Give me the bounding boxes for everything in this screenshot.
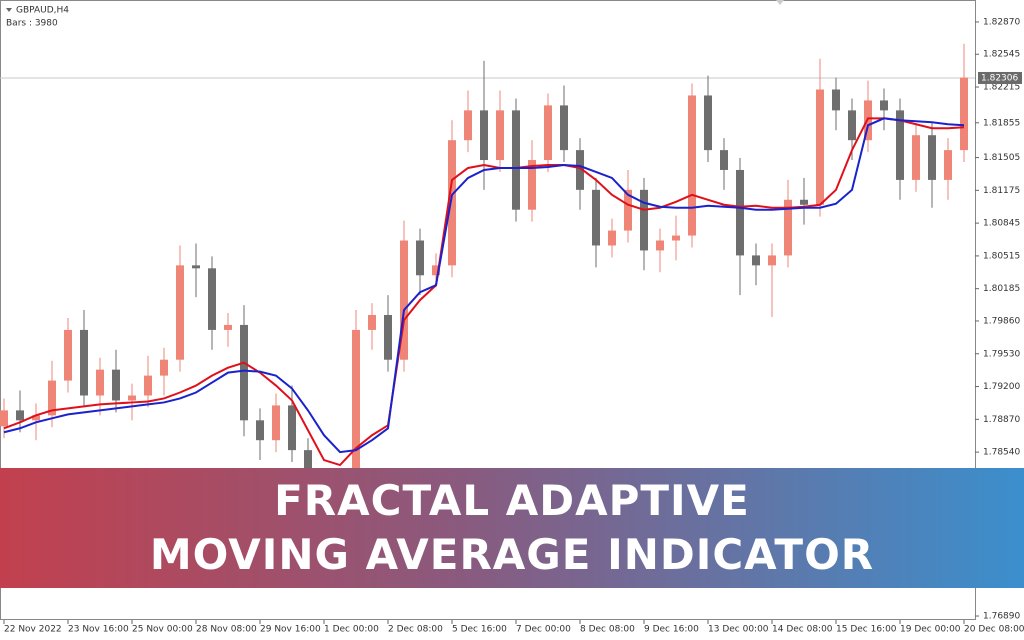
candle-body [592, 189, 600, 246]
candle-body [832, 89, 840, 111]
candle-body [272, 405, 280, 441]
candle-body [928, 135, 936, 180]
x-tick-label: 7 Dec 00:00 [516, 625, 571, 635]
title-banner: FRACTAL ADAPTIVE MOVING AVERAGE INDICATO… [0, 468, 1024, 588]
candle-body [352, 329, 360, 520]
candle-body [720, 150, 728, 170]
candle-body [704, 95, 712, 151]
candle-body [256, 420, 264, 441]
candle-body [528, 160, 536, 210]
y-tick-label: 1.79860 [983, 316, 1020, 326]
candle-body [112, 369, 120, 401]
symbol-label: GBPAUD,H4 [16, 6, 69, 16]
x-tick-label: 20 Dec 08:00 [964, 625, 1024, 635]
candle-body [384, 315, 392, 360]
y-tick-label: 1.76890 [983, 612, 1020, 622]
candle-body [912, 135, 920, 180]
candle-body [896, 110, 904, 180]
candle-body [880, 100, 888, 111]
candle-body [752, 255, 760, 266]
candle-body [208, 268, 216, 330]
candle-body [48, 380, 56, 416]
x-tick-label: 22 Nov 2022 [4, 625, 62, 635]
candle-body [160, 359, 168, 376]
x-tick-label: 8 Dec 08:00 [580, 625, 635, 635]
shift-marker [776, 0, 784, 5]
x-tick-label: 2 Dec 08:00 [388, 625, 443, 635]
candle-body [448, 140, 456, 266]
candle-body [608, 230, 616, 246]
x-tick-label: 1 Dec 00:00 [324, 625, 379, 635]
candle-body [656, 240, 664, 251]
moving-average-line [3, 117, 965, 454]
x-tick-label: 19 Dec 00:00 [900, 625, 961, 635]
candle-body [544, 105, 552, 161]
y-tick-label: 1.81505 [983, 153, 1020, 163]
candle-body [688, 95, 696, 236]
candle-body [672, 235, 680, 241]
x-tick-label: 29 Nov 16:00 [260, 625, 321, 635]
candle-body [560, 105, 568, 151]
x-tick-label: 9 Dec 16:00 [644, 625, 699, 635]
candle-body [224, 324, 232, 330]
x-tick-label: 23 Nov 16:00 [68, 625, 129, 635]
banner-line: FRACTAL ADAPTIVE [274, 476, 750, 525]
candle-body [736, 169, 744, 256]
candle-body [32, 415, 40, 421]
candle-body [176, 265, 184, 360]
y-tick-label: 1.82215 [983, 83, 1020, 93]
candle-body [240, 324, 248, 421]
y-tick-label: 1.81855 [983, 118, 1020, 128]
candle-body [464, 110, 472, 141]
candle-body [624, 189, 632, 231]
candle-body [0, 410, 8, 427]
candle-body [784, 199, 792, 256]
candle-body [144, 375, 152, 396]
candle-body [400, 240, 408, 360]
current-price-box [978, 71, 1022, 84]
candle-body [800, 199, 808, 205]
candle-body [96, 369, 104, 396]
candle-body [368, 315, 376, 330]
x-tick-label: 15 Dec 16:00 [836, 625, 897, 635]
y-tick-label: 1.80845 [983, 219, 1020, 229]
candle-body [576, 150, 584, 190]
bars-label: Bars : 3980 [6, 19, 58, 29]
candle-body [848, 110, 856, 141]
y-tick-label: 1.79530 [983, 349, 1020, 359]
candle-body [192, 265, 200, 269]
banner-line: MOVING AVERAGE INDICATOR [149, 530, 875, 579]
candle-body [944, 150, 952, 180]
x-tick-label: 5 Dec 16:00 [452, 625, 507, 635]
candle-body [496, 110, 504, 161]
y-tick-label: 1.82870 [983, 17, 1020, 27]
y-tick-label: 1.78540 [983, 448, 1020, 458]
candle-body [960, 77, 968, 151]
x-tick-label: 28 Nov 08:00 [196, 625, 257, 635]
candle-body [80, 329, 88, 396]
candle-body [288, 405, 296, 451]
candle-body [816, 89, 824, 205]
candle-body [768, 255, 776, 266]
x-tick-label: 13 Dec 00:00 [708, 625, 769, 635]
candle-body [480, 110, 488, 161]
y-tick-label: 1.79200 [983, 382, 1020, 392]
y-tick-label: 1.80515 [983, 251, 1020, 261]
y-tick-label: 1.82545 [983, 50, 1020, 60]
collapse-icon [6, 8, 12, 12]
current-price-label: 1.82306 [981, 73, 1018, 83]
y-tick-label: 1.78870 [983, 415, 1020, 425]
candle-body [640, 189, 648, 251]
candle-body [432, 265, 440, 276]
candle-body [128, 395, 136, 401]
x-tick-label: 25 Nov 00:00 [132, 625, 193, 635]
candle-body [512, 110, 520, 210]
x-tick-label: 14 Dec 08:00 [772, 625, 833, 635]
y-tick-label: 1.81175 [983, 186, 1020, 196]
candle-body [64, 329, 72, 381]
candle-body [416, 240, 424, 276]
candle-body [16, 410, 24, 421]
y-tick-label: 1.80185 [983, 284, 1020, 294]
